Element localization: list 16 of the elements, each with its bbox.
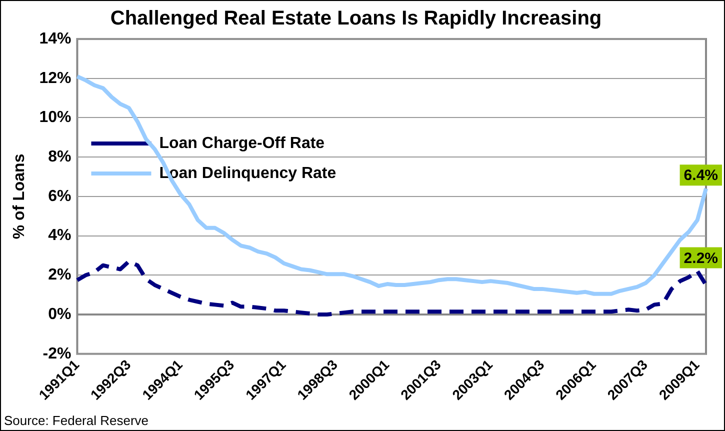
y-tick-label: 4% [48,227,72,244]
y-tick-label: 14% [39,30,72,48]
y-axis-title: % of Loans [11,154,28,240]
y-tick-label: 0% [48,306,72,323]
legend-label: Loan Charge-Off Rate [159,134,325,152]
data-label: 2.2% [684,250,718,267]
y-tick-label: -2% [42,345,72,362]
legend-label: Loan Delinquency Rate [159,164,336,182]
chart-title: Challenged Real Estate Loans Is Rapidly Increasing [110,8,602,30]
data-label: 6.4% [684,167,718,184]
y-tick-label: 8% [48,148,72,166]
y-tick-label: 12% [39,70,72,87]
y-tick-label: 6% [48,188,72,205]
y-tick-label: 10% [39,109,72,126]
y-tick-label: 2% [48,266,72,284]
source-note: Source: Federal Reserve [4,413,149,428]
